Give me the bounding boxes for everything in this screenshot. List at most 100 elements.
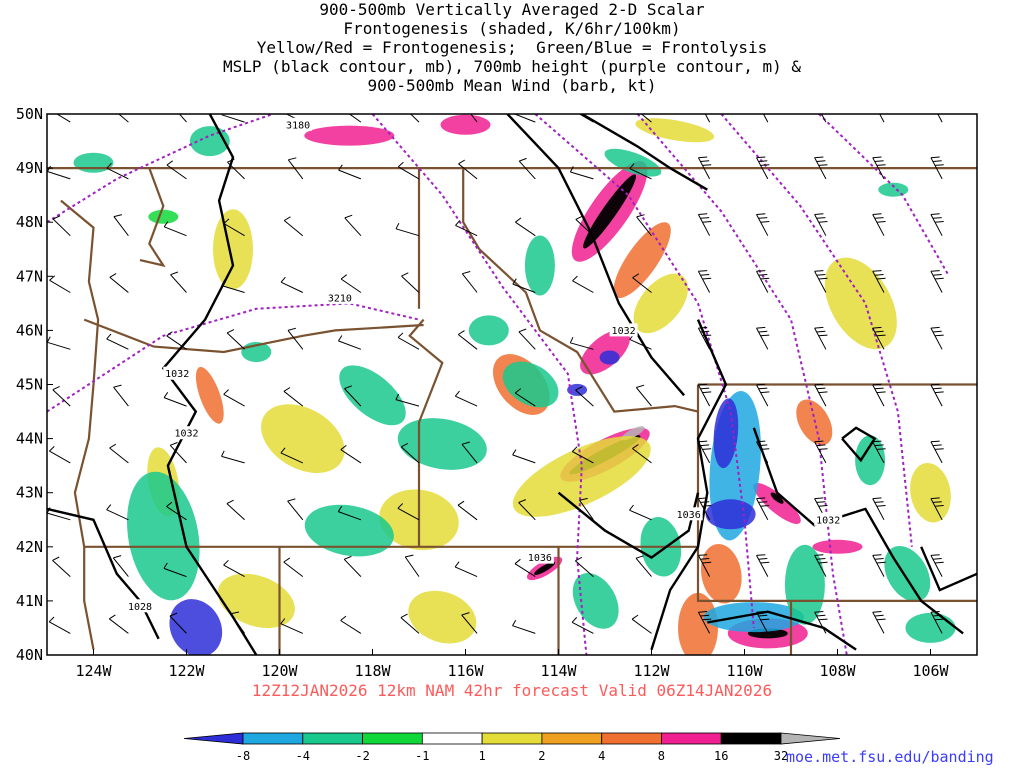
wind-barb <box>569 336 594 350</box>
wind-barb <box>280 276 304 293</box>
lon-tick-label: 108W <box>819 662 856 680</box>
wind-barb <box>513 114 536 123</box>
wind-barb <box>221 450 245 464</box>
wind-barb <box>227 158 245 180</box>
mslp-contour <box>506 114 686 397</box>
wind-barb <box>697 156 712 180</box>
wind-barb <box>169 612 187 634</box>
wind-barb <box>697 213 712 236</box>
colorbar-label: -1 <box>415 749 429 763</box>
wind-barb <box>118 114 129 123</box>
border-line <box>60 199 100 650</box>
wind-barbs <box>47 114 944 634</box>
height-label: 3210 <box>325 290 354 304</box>
wind-barb <box>704 114 711 123</box>
wind-barb <box>47 336 71 350</box>
wind-barb <box>569 166 594 180</box>
lat-tick-label: 44N <box>16 430 43 448</box>
wind-barb <box>112 555 129 577</box>
shading-blob <box>339 365 406 426</box>
wind-barb <box>930 497 944 521</box>
mslp-contour <box>650 319 728 650</box>
wind-barb <box>930 156 944 180</box>
wind-barb <box>512 278 536 293</box>
wind-barb <box>930 554 944 577</box>
wind-barb <box>814 326 828 350</box>
shading-blob <box>217 573 295 629</box>
wind-barb <box>280 618 304 634</box>
shading-blob <box>304 125 395 146</box>
wind-barb <box>109 443 129 464</box>
shading-blob <box>678 592 718 655</box>
shading-blob <box>261 404 345 473</box>
mslp-contour <box>841 426 877 463</box>
wind-barb <box>756 497 770 521</box>
shading-blob <box>534 561 556 575</box>
colorbar-label: 2 <box>538 749 545 763</box>
contour-label-bg <box>172 426 201 440</box>
lat-tick-label: 45N <box>16 376 43 394</box>
wind-barb <box>461 612 478 634</box>
height-contour <box>47 114 277 224</box>
wind-barb <box>457 500 478 521</box>
contour-label-bg <box>126 599 154 613</box>
wind-barb <box>163 562 187 578</box>
lon-tick-label: 112W <box>633 662 670 680</box>
contour-labels: 1032 1032 1032 1036 1036 1032 1028 3180 3210 <box>126 117 843 613</box>
wind-barb <box>170 271 187 293</box>
wind-barb <box>169 442 187 464</box>
lat-tick-label: 40N <box>16 646 43 664</box>
colorbar-label: 32 <box>774 749 788 763</box>
wind-barb <box>518 157 536 180</box>
mslp-contour <box>707 610 857 651</box>
wind-barb <box>756 213 770 236</box>
shading-blob <box>583 174 637 249</box>
wind-barb <box>454 561 478 578</box>
mslp-contour <box>47 507 160 640</box>
lon-tick-label: 118W <box>354 662 391 680</box>
wind-barb <box>814 440 828 464</box>
shading-blob <box>910 462 951 523</box>
wind-barb <box>756 156 770 180</box>
wind-barb <box>106 162 129 180</box>
shading-blob <box>855 435 886 486</box>
wind-barb <box>178 114 187 123</box>
wind-barb <box>56 114 71 123</box>
wind-barb <box>48 616 71 634</box>
contour-label-bg <box>525 550 554 564</box>
height-label-text: 3210 <box>328 293 352 304</box>
shading-blob <box>195 366 224 424</box>
wind-barb <box>395 393 420 407</box>
wind-barb <box>397 503 420 521</box>
credit-link[interactable]: moe.met.fsu.edu/banding <box>786 748 994 766</box>
wind-barb <box>756 611 770 634</box>
wind-barb <box>930 440 944 464</box>
wind-barb <box>49 275 71 293</box>
border-line <box>83 318 424 354</box>
wind-barb <box>872 383 886 407</box>
wind-barb <box>518 499 536 521</box>
shading-blob <box>905 612 956 643</box>
wind-barb <box>221 114 245 123</box>
wind-barb <box>470 114 478 123</box>
shading-blob <box>408 590 477 644</box>
wind-barb <box>113 214 129 237</box>
contour-label-bg <box>609 323 638 337</box>
wind-barb <box>762 114 769 123</box>
wind-barb <box>409 114 420 123</box>
wind-barb <box>872 270 886 293</box>
wind-barb <box>756 554 770 577</box>
height-contour <box>818 114 950 277</box>
wind-barb <box>579 497 594 521</box>
map-title: 900-500mb Vertically Averaged 2-D Scalar… <box>0 0 1024 95</box>
shading-blob <box>169 599 223 655</box>
colorbar-box <box>362 732 423 745</box>
wind-barb <box>756 383 770 407</box>
wind-barb <box>166 501 187 521</box>
shading-blob <box>613 222 671 298</box>
shading-blob <box>572 573 619 629</box>
wind-barb <box>512 449 536 464</box>
shading-blob <box>878 182 909 197</box>
wind-barb <box>348 114 362 123</box>
